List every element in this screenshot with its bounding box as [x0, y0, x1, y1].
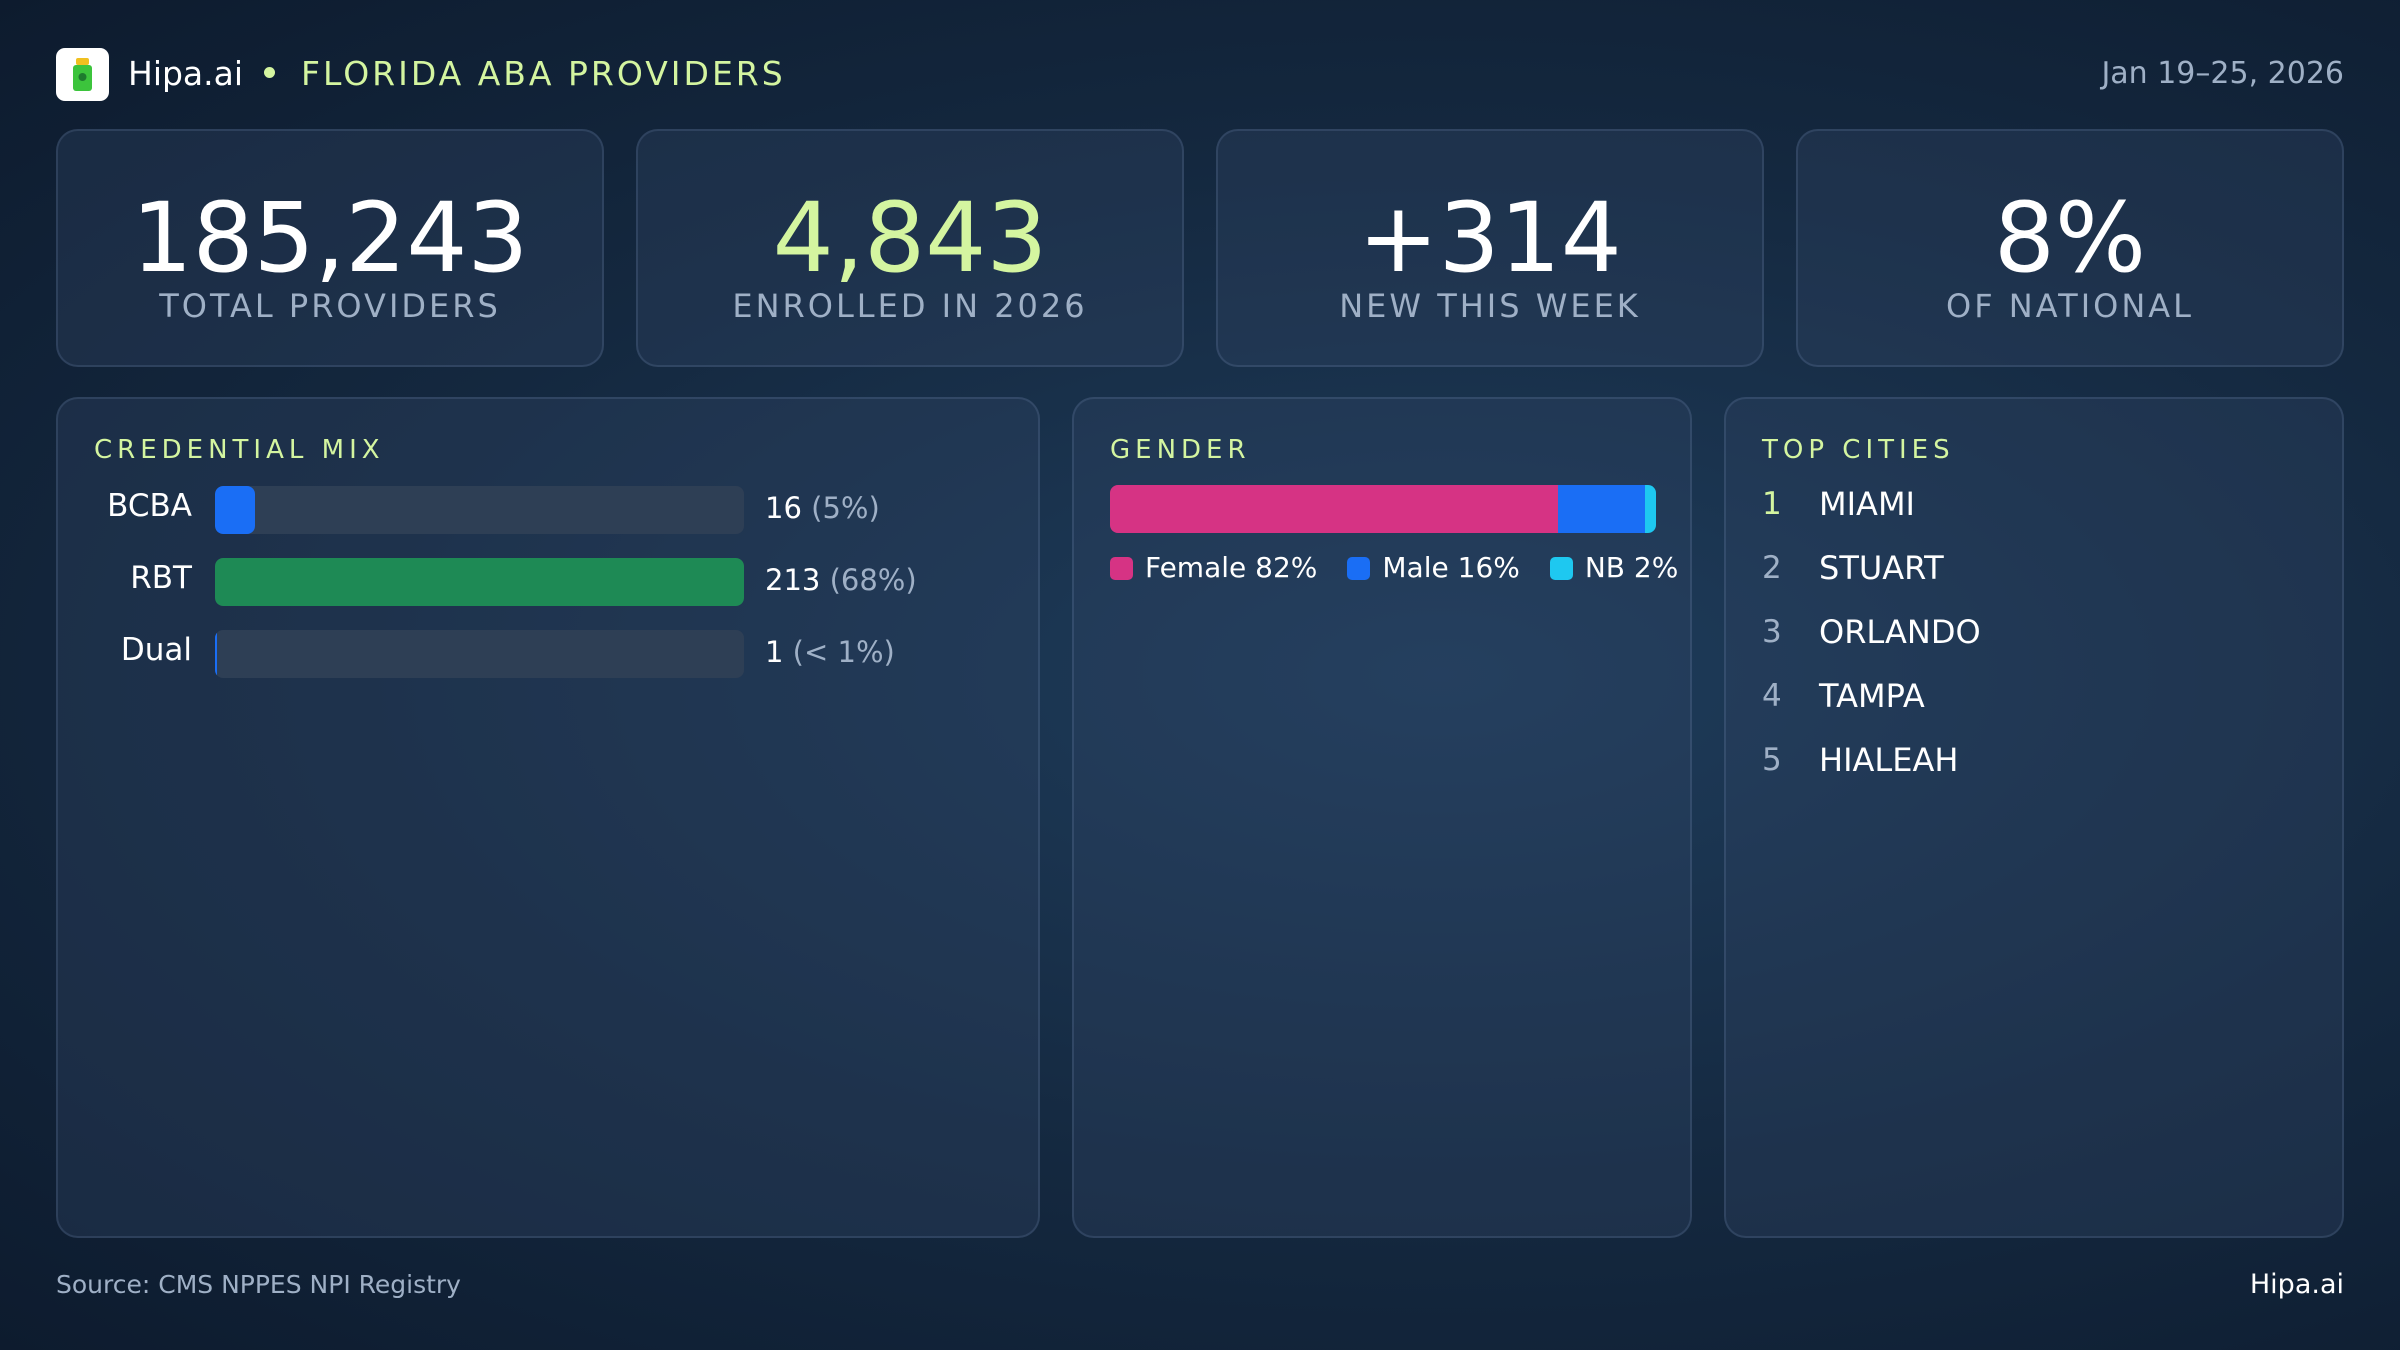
legend-name: NB [1584, 551, 1626, 584]
legend-value: 82% [1255, 551, 1318, 584]
track [215, 558, 744, 606]
track [215, 486, 744, 534]
row-label: BCBA [107, 488, 192, 524]
gender-legend: Female 82% Male 16% NB 2% [1110, 551, 1678, 584]
kpi-value: 185,243 [131, 182, 529, 294]
gender-bar [1110, 485, 1656, 533]
rank: 4 [1762, 678, 1782, 714]
row-label: RBT [130, 560, 192, 596]
rank: 5 [1762, 742, 1782, 778]
kpi-value: 4,843 [772, 182, 1048, 294]
swatch [1549, 557, 1573, 580]
percent: (68%) [829, 563, 917, 597]
kpi-label: NEW THIS WEEK [1339, 287, 1641, 325]
city: TAMPA [1819, 677, 1925, 715]
legend-item: NB 2% [1549, 551, 1679, 584]
credential-panel: CREDENTIAL MIX BCBA 16 (5%) RBT 213 (68%) Du… [56, 397, 1040, 1238]
panel-title: TOP CITIES [1762, 435, 1955, 465]
count: 16 [765, 491, 802, 525]
swatch [1110, 557, 1133, 580]
rank: 2 [1762, 550, 1782, 586]
panel-title: CREDENTIAL MIX [94, 435, 385, 465]
legend-name: Female [1145, 551, 1247, 584]
kpi-card: 4,843 ENROLLED IN 2026 [636, 129, 1184, 367]
source: Source: CMS NPPES NPI Registry [56, 1270, 461, 1299]
brand: Hipa.ai [128, 54, 244, 93]
swatch [1347, 557, 1371, 580]
city: HIALEAH [1819, 741, 1959, 779]
legend-value: 16% [1457, 551, 1520, 584]
page-title: FLORIDA ABA PROVIDERS [301, 54, 786, 93]
kpi-card: 8% OF NATIONAL [1796, 129, 2344, 367]
row-label: Dual [120, 632, 192, 668]
legend-name: Male [1382, 551, 1449, 584]
city: MIAMI [1819, 485, 1915, 523]
percent: (5%) [811, 491, 880, 525]
bar [215, 630, 218, 678]
percent: (< 1%) [792, 635, 895, 669]
date-range: Jan 19–25, 2026 [2101, 56, 2344, 91]
count: 1 [765, 635, 784, 669]
gender-segment [1645, 485, 1656, 533]
legend-value: 2% [1633, 551, 1679, 584]
gender-panel: GENDER Female 82% Male 16% NB 2% [1072, 397, 1692, 1238]
kpi-card: +314 NEW THIS WEEK [1216, 129, 1764, 367]
rank: 3 [1762, 614, 1782, 650]
gender-segment [1110, 485, 1558, 533]
logo-icon [73, 58, 92, 91]
row-value: 213 (68%) [765, 563, 917, 597]
kpi-label: TOTAL PROVIDERS [159, 287, 501, 325]
bar [215, 558, 744, 606]
kpi-label: ENROLLED IN 2026 [732, 287, 1088, 325]
rank: 1 [1762, 486, 1782, 522]
track [215, 630, 744, 678]
row-value: 1 (< 1%) [765, 635, 895, 669]
kpi-value: 8% [1993, 182, 2147, 294]
kpi-label: OF NATIONAL [1946, 287, 2194, 325]
logo [56, 48, 109, 101]
city: ORLANDO [1819, 613, 1981, 651]
city: STUART [1819, 549, 1944, 587]
gender-segment [1557, 485, 1646, 533]
dot [264, 67, 275, 78]
kpi-value: +314 [1358, 182, 1622, 294]
count: 213 [765, 563, 821, 597]
panel-title: GENDER [1110, 435, 1251, 465]
footer-brand: Hipa.ai [2249, 1269, 2344, 1300]
legend-item: Female 82% [1110, 551, 1317, 584]
bar [215, 486, 255, 534]
row-value: 16 (5%) [765, 491, 880, 525]
kpi-card: 185,243 TOTAL PROVIDERS [56, 129, 604, 367]
cities-panel: TOP CITIES 1 MIAMI 2 STUART 3 ORLANDO 4 TAMPA 5 H… [1724, 397, 2344, 1238]
legend-item: Male 16% [1347, 551, 1520, 584]
